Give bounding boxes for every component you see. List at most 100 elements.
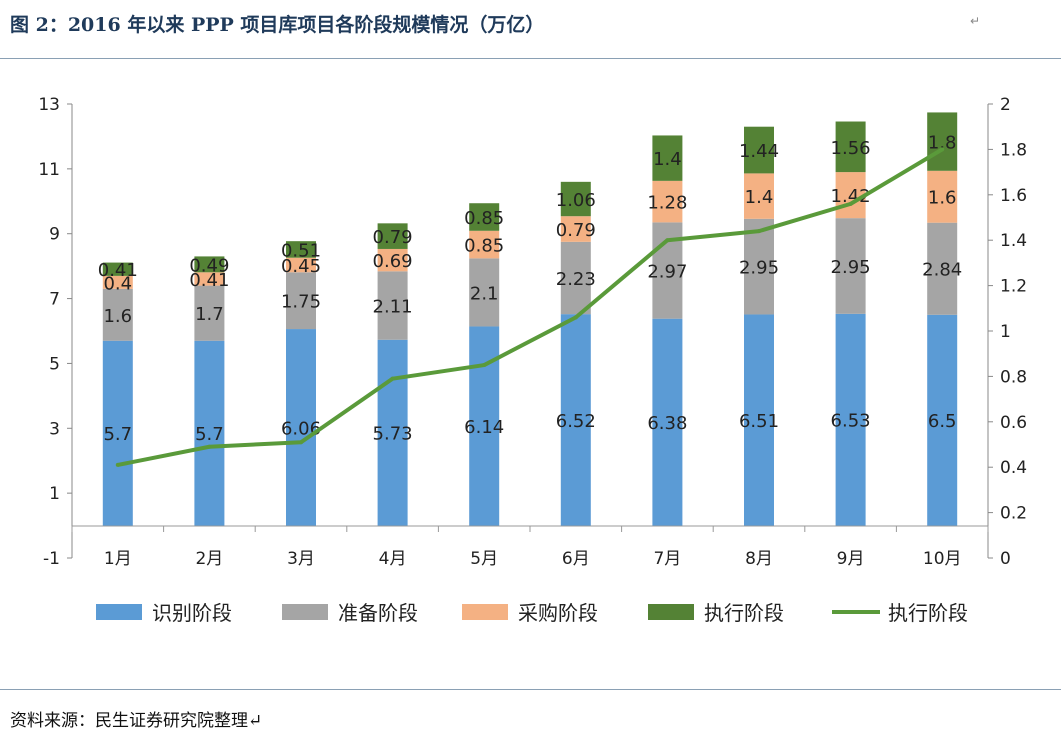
right-tick-label: 0.2 — [1000, 504, 1027, 524]
x-tick-label: 10月 — [923, 549, 962, 569]
bar-segment — [744, 126, 774, 174]
bar-segment — [102, 288, 133, 341]
data-label: 1.8 — [928, 133, 957, 154]
bottom-divider — [0, 689, 1061, 690]
bar-segment — [286, 329, 316, 526]
line-point — [757, 229, 761, 234]
data-label: 5.73 — [373, 424, 413, 445]
data-label: 0.4 — [103, 273, 132, 294]
right-tick-label: 0.4 — [1000, 458, 1027, 478]
bar-segment — [927, 170, 958, 223]
stacked-bar-line-chart: -113579111300.20.40.60.811.21.41.61.821月… — [38, 95, 1027, 625]
data-label: 0.85 — [464, 236, 504, 257]
figure-title: 图 2：2016 年以来 PPP 项目库项目各阶段规模情况（万亿） — [10, 14, 545, 36]
bar-segment — [560, 314, 591, 526]
bar-segment — [194, 340, 225, 526]
data-label: 6.14 — [464, 417, 504, 438]
line-point — [115, 462, 120, 467]
data-label: 5.7 — [195, 424, 224, 445]
legend-swatch — [462, 604, 508, 620]
x-tick-label: 8月 — [745, 549, 773, 569]
data-label: 0.51 — [281, 240, 321, 261]
line-point — [573, 315, 578, 320]
bar-segment — [560, 216, 591, 242]
bar-segment — [286, 241, 316, 258]
data-label: 1.28 — [647, 193, 687, 214]
bar-segment — [652, 180, 683, 223]
bar-segment — [744, 173, 774, 219]
x-tick-label: 4月 — [379, 549, 407, 569]
left-tick-label: 7 — [49, 290, 60, 310]
data-label: 6.51 — [739, 411, 779, 432]
data-label: 6.5 — [928, 411, 957, 432]
left-tick-label: 3 — [49, 419, 60, 439]
data-label: 1.06 — [556, 190, 596, 211]
bar-segment — [560, 181, 591, 217]
legend-label: 识别阶段 — [152, 601, 232, 625]
data-label: 1.6 — [103, 306, 132, 327]
x-tick-label: 7月 — [653, 549, 681, 569]
bar-segment — [102, 262, 133, 276]
bar-segment — [286, 272, 316, 330]
legend-label: 采购阶段 — [518, 601, 598, 625]
series-line-execution — [117, 147, 944, 467]
data-label: 1.44 — [739, 141, 779, 162]
data-label: 2.11 — [373, 297, 413, 318]
data-label: 0.45 — [281, 256, 321, 277]
data-label: 1.42 — [831, 186, 871, 207]
legend-swatch — [282, 604, 328, 620]
data-label: 6.53 — [831, 411, 871, 432]
bar-segment — [377, 248, 408, 272]
right-tick-label: 0.6 — [1000, 413, 1027, 433]
data-label: 6.52 — [556, 411, 596, 432]
right-tick-label: 1.2 — [1000, 277, 1027, 297]
data-label: 0.41 — [189, 270, 229, 291]
bar-segment — [194, 256, 225, 273]
data-label: 2.95 — [831, 257, 871, 278]
x-tick-label: 6月 — [562, 549, 590, 569]
bar-segment — [835, 121, 866, 173]
right-tick-label: 1.6 — [1000, 186, 1027, 206]
data-label: 1.7 — [195, 304, 224, 325]
line-point — [207, 444, 212, 449]
bar-segment — [835, 218, 866, 314]
bar-segment — [927, 222, 958, 315]
legend-swatch — [96, 604, 142, 620]
right-tick-label: 0.8 — [1000, 367, 1027, 387]
data-label: 0.49 — [189, 255, 229, 276]
right-tick-label: 1.4 — [1000, 231, 1027, 251]
legend-label: 执行阶段 — [704, 601, 784, 625]
data-label: 1.56 — [831, 138, 871, 159]
data-label: 6.38 — [647, 413, 687, 434]
line-point — [390, 376, 395, 381]
x-tick-label: 3月 — [287, 549, 315, 569]
bar-segment — [377, 223, 408, 249]
source-note: 资料来源：民生证券研究院整理↵ — [10, 711, 263, 731]
data-label: 1.6 — [928, 188, 957, 209]
data-label: 0.79 — [373, 227, 413, 248]
data-label: 1.4 — [653, 149, 682, 170]
bar-segment — [194, 272, 225, 286]
legend-label: 执行阶段 — [888, 601, 968, 625]
x-tick-label: 2月 — [195, 549, 223, 569]
left-tick-label: 5 — [49, 354, 60, 374]
right-tick-label: 0 — [1000, 549, 1011, 569]
left-tick-label: 11 — [38, 160, 60, 180]
bar-segment — [377, 339, 408, 526]
bar-segment — [927, 314, 958, 526]
legend-label: 准备阶段 — [338, 601, 418, 625]
data-label: 0.41 — [98, 260, 138, 281]
bar-segment — [652, 135, 683, 181]
bar-segment — [469, 203, 500, 231]
bar-segment — [286, 257, 316, 273]
bar-segment — [194, 285, 225, 341]
x-tick-label: 9月 — [837, 549, 865, 569]
bar-segment — [652, 318, 683, 526]
data-label: 2.95 — [739, 258, 779, 279]
left-tick-label: -1 — [43, 549, 60, 569]
bar-segment — [744, 218, 774, 315]
bar-segment — [744, 314, 774, 526]
line-point — [665, 238, 670, 243]
data-label: 2.97 — [647, 262, 687, 283]
data-label: 0.85 — [464, 208, 504, 229]
